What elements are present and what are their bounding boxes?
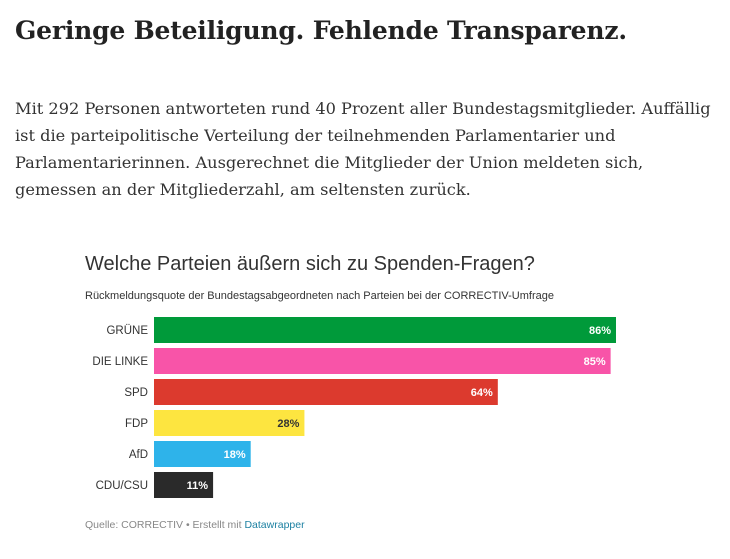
chart-title: Welche Parteien äußern sich zu Spenden-F… — [85, 253, 535, 275]
category-label-afd: AfD — [129, 449, 148, 461]
bar-die-linke — [154, 348, 611, 374]
value-label-fdp: 28% — [277, 418, 299, 430]
source-text: Quelle: CORRECTIV • Erstellt mit — [85, 519, 245, 531]
bar-spd — [154, 379, 498, 405]
value-label-spd: 64% — [471, 387, 493, 399]
chart-footer: Quelle: CORRECTIV • Erstellt mit Datawra… — [85, 519, 305, 531]
category-label-cdu-csu: CDU/CSU — [96, 480, 148, 492]
value-label-die-linke: 85% — [584, 356, 606, 368]
bar-fdp — [154, 410, 305, 436]
value-label-cdu-csu: 11% — [187, 480, 209, 492]
category-label-gr-ne: GRÜNE — [106, 325, 148, 337]
chart-subtitle: Rückmeldungsquote der Bundestagsabgeordn… — [85, 290, 554, 302]
bar-gr-ne — [154, 317, 616, 343]
category-label-spd: SPD — [124, 387, 148, 399]
bar-afd — [154, 441, 251, 467]
chart-plot: GRÜNE 86% DIE LINKE 85% SPD 64% FDP 28% AfD 18% CD… — [92, 317, 616, 498]
value-label-afd: 18% — [224, 449, 246, 461]
intro-paragraph: Mit 292 Personen antworteten rund 40 Pro… — [15, 99, 711, 199]
headline: Geringe Beteiligung. Fehlende Transparen… — [15, 16, 627, 45]
category-label-fdp: FDP — [125, 418, 148, 430]
value-label-gr-ne: 86% — [589, 325, 611, 337]
bar-chart: Welche Parteien äußern sich zu Spenden-F… — [85, 253, 645, 543]
bar-cdu-csu — [154, 472, 214, 498]
category-label-die-linke: DIE LINKE — [92, 356, 148, 368]
datawrapper-link[interactable]: Datawrapper — [244, 519, 305, 531]
